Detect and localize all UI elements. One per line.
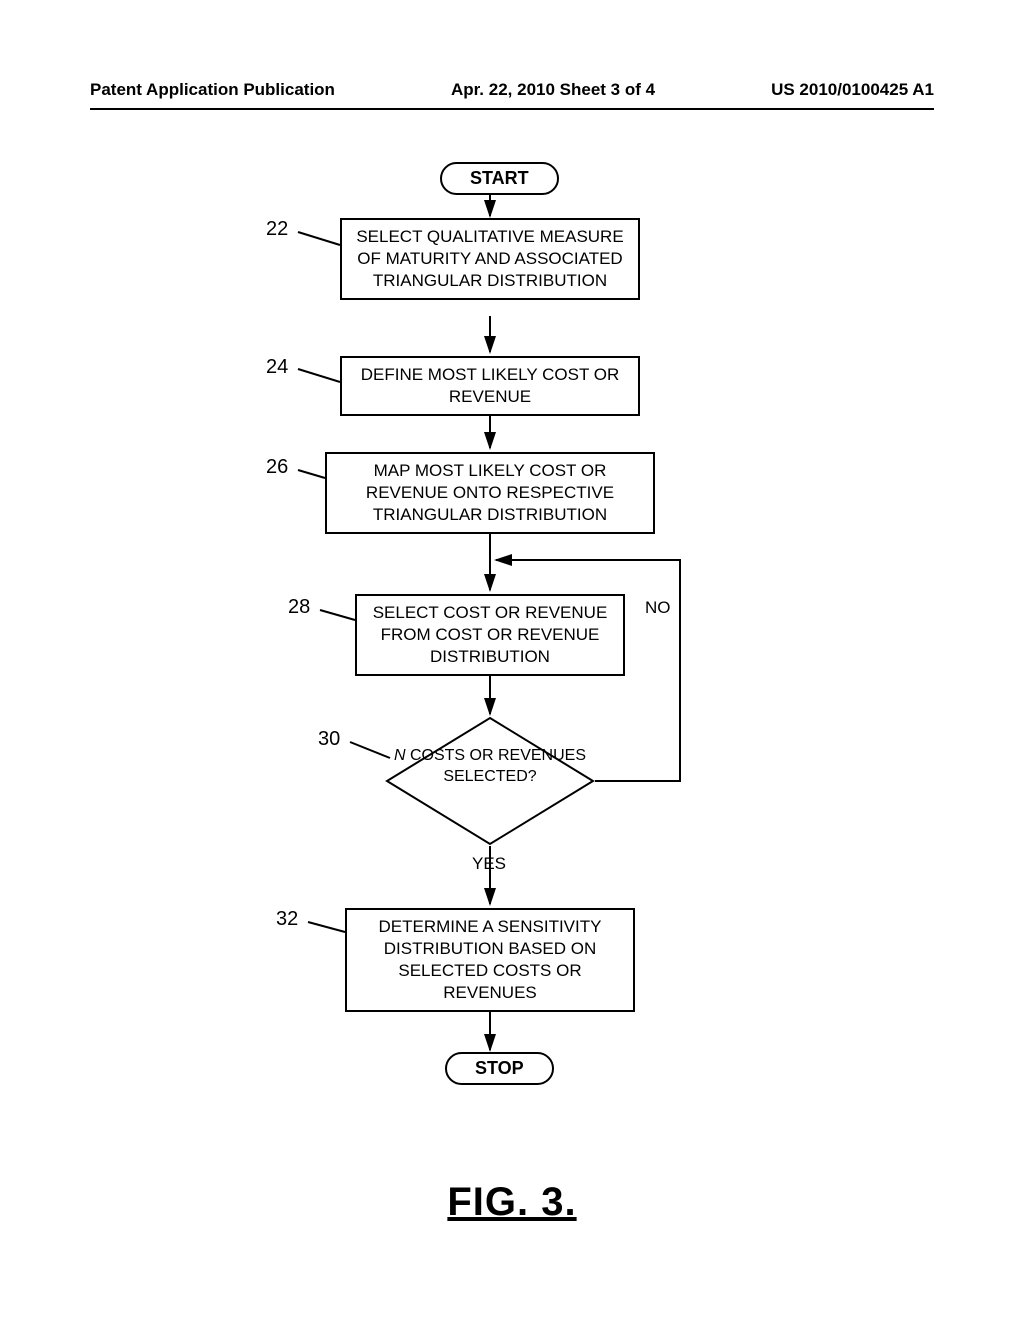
process-22: SELECT QUALITATIVE MEASURE OF MATURITY A… (340, 218, 640, 300)
terminator-stop-label: STOP (475, 1058, 524, 1078)
decision-30: N COSTS OR REVENUES SELECTED? (385, 716, 595, 846)
decision-30-rest: COSTS OR REVENUES SELECTED? (406, 747, 586, 785)
process-32-text: DETERMINE A SENSITIVITY DISTRIBUTION BAS… (379, 917, 602, 1002)
decision-30-text: N COSTS OR REVENUES SELECTED? (385, 746, 595, 788)
ref-22: 22 (266, 218, 288, 241)
decision-30-prefix: N (394, 747, 406, 764)
terminator-start: START (440, 162, 559, 195)
process-28: SELECT COST OR REVENUE FROM COST OR REVE… (355, 594, 625, 676)
header-left: Patent Application Publication (90, 80, 335, 100)
page-header: Patent Application Publication Apr. 22, … (0, 80, 1024, 100)
terminator-start-label: START (470, 168, 529, 188)
process-26-text: MAP MOST LIKELY COST OR REVENUE ONTO RES… (366, 461, 614, 524)
terminator-stop: STOP (445, 1052, 554, 1085)
process-26: MAP MOST LIKELY COST OR REVENUE ONTO RES… (325, 452, 655, 534)
process-32: DETERMINE A SENSITIVITY DISTRIBUTION BAS… (345, 908, 635, 1012)
process-28-text: SELECT COST OR REVENUE FROM COST OR REVE… (373, 603, 608, 666)
process-24: DEFINE MOST LIKELY COST OR REVENUE (340, 356, 640, 416)
flowchart: START SELECT QUALITATIVE MEASURE OF MATU… (240, 160, 800, 1120)
process-24-text: DEFINE MOST LIKELY COST OR REVENUE (361, 365, 620, 406)
ref-32: 32 (276, 908, 298, 931)
header-center: Apr. 22, 2010 Sheet 3 of 4 (451, 80, 655, 100)
edge-no: NO (645, 598, 671, 618)
ref-28: 28 (288, 596, 310, 619)
header-right: US 2010/0100425 A1 (771, 80, 934, 100)
figure-label: FIG. 3. (0, 1180, 1024, 1225)
ref-24: 24 (266, 356, 288, 379)
edge-yes: YES (472, 854, 506, 874)
process-22-text: SELECT QUALITATIVE MEASURE OF MATURITY A… (356, 227, 623, 290)
ref-30: 30 (318, 728, 340, 751)
ref-26: 26 (266, 456, 288, 479)
header-divider (90, 108, 934, 110)
